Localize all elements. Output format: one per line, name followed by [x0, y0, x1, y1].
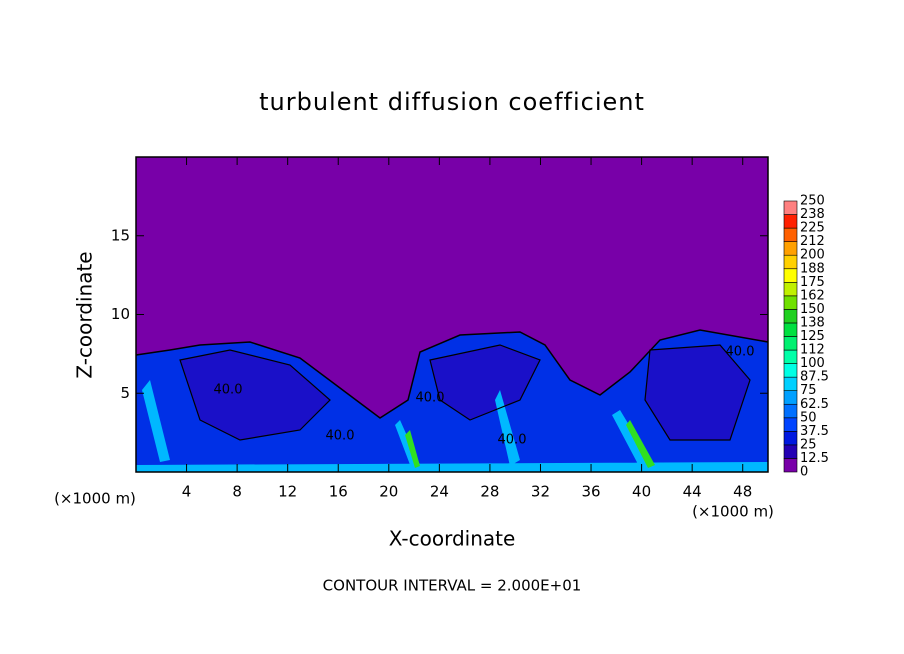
colorbar-swatch: [783, 200, 798, 215]
colorbar-label: 100: [800, 356, 825, 371]
x-unit-label: (×1000 m): [54, 490, 136, 508]
x-tick-label: 4: [182, 483, 192, 501]
colorbar-label: 50: [800, 410, 817, 425]
x-tick-label: 28: [480, 483, 499, 501]
colorbar-swatch: [783, 431, 798, 446]
colorbar-label: 200: [800, 248, 825, 263]
colorbar-swatch: [783, 322, 798, 337]
colorbar-label: 75: [800, 383, 817, 398]
colorbar-label: 212: [800, 234, 825, 249]
colorbar-label: 150: [800, 302, 825, 317]
field-region: [405, 420, 655, 468]
colorbar-swatch: [783, 227, 798, 242]
x-unit-label: (×1000 m): [692, 503, 774, 521]
contour-line: [135, 329, 769, 419]
x-axis-label: X-coordinate: [389, 527, 516, 551]
colorbar-label: 175: [800, 275, 825, 290]
colorbar-label: 162: [800, 288, 825, 303]
colorbar-label: 112: [800, 343, 825, 358]
x-tick-label: 40: [632, 483, 651, 501]
x-tick-label: 12: [278, 483, 297, 501]
x-tick-label: 20: [379, 483, 398, 501]
colorbar-label: 37.5: [800, 424, 829, 439]
contour-line: [179, 344, 751, 441]
colorbar-swatch: [783, 390, 798, 405]
colorbar-label: 225: [800, 221, 825, 236]
colorbar-swatch: [783, 281, 798, 297]
colorbar-label: 87.5: [800, 370, 829, 385]
y-axis-label: Z-coordinate: [73, 251, 97, 378]
colorbar-swatch: [783, 403, 798, 419]
colorbar-label: 125: [800, 329, 825, 344]
colorbar-swatch: [783, 336, 798, 351]
x-tick-label: 24: [430, 483, 449, 501]
footnote: CONTOUR INTERVAL = 2.000E+01: [323, 577, 582, 595]
contour-label: 40.0: [498, 433, 527, 448]
colorbar-swatch: [783, 349, 798, 364]
colorbar-swatch: [783, 295, 798, 310]
contour-label: 40.0: [726, 345, 755, 360]
colorbar-swatch: [783, 376, 798, 391]
x-tick-label: 8: [232, 483, 242, 501]
colorbar-label: 250: [800, 194, 825, 209]
colorbar-label: 12.5: [800, 451, 829, 466]
colorbar-swatch: [783, 214, 798, 229]
colorbar-label: 25: [800, 437, 817, 452]
colorbar-label: 188: [800, 261, 825, 276]
x-tick-label: 32: [531, 483, 550, 501]
x-tick-label: 36: [581, 483, 600, 501]
x-tick-label: 16: [329, 483, 348, 501]
field-region: [180, 345, 750, 440]
x-tick-label: 44: [683, 483, 702, 501]
x-tick-label: 48: [733, 483, 752, 501]
contour-label: 40.0: [326, 429, 355, 444]
colorbar-swatch: [783, 309, 798, 324]
field: [135, 157, 769, 472]
colorbar-swatch: [783, 241, 798, 256]
colorbar-label: 0: [800, 465, 808, 480]
y-tick-label: 5: [120, 384, 130, 402]
colorbar-swatch: [783, 254, 798, 270]
colorbar-label: 138: [800, 315, 825, 330]
colorbar-label: 238: [800, 207, 825, 222]
colorbar-label: 62.5: [800, 397, 829, 412]
contour-label: 40.0: [416, 391, 445, 406]
colorbar-swatch: [783, 444, 798, 459]
colorbar-swatch: [783, 458, 798, 473]
colorbar-swatch: [783, 268, 798, 283]
colorbar-swatch: [783, 417, 798, 432]
contour-label: 40.0: [214, 383, 243, 398]
colorbar-swatch: [783, 363, 798, 378]
chart-title: turbulent diffusion coefficient: [259, 88, 645, 116]
y-tick-label: 10: [111, 305, 130, 323]
field-region: [136, 380, 768, 472]
y-tick-label: 15: [111, 226, 130, 244]
